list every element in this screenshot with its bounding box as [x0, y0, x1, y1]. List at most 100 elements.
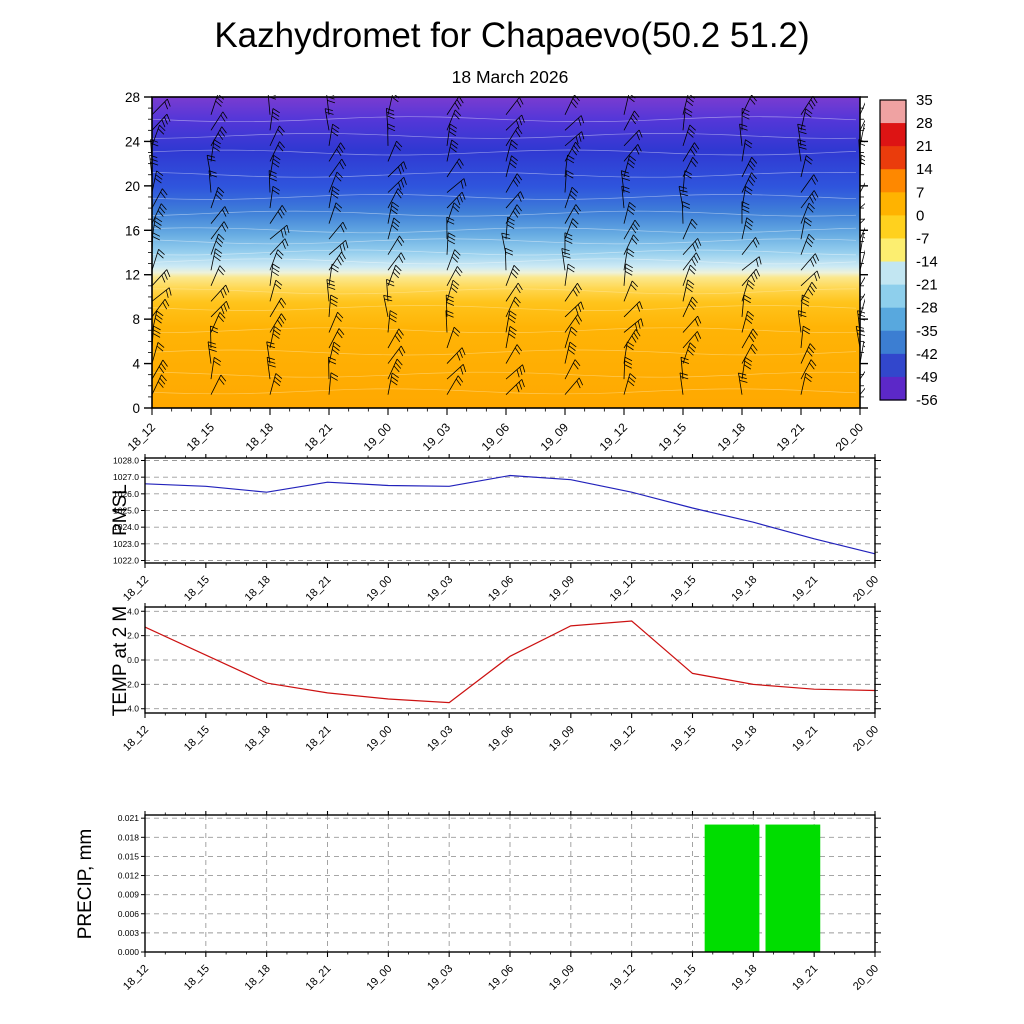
wind-barb-feather	[391, 376, 399, 382]
wind-barb-feather	[165, 289, 169, 298]
contour-line	[151, 371, 857, 378]
temp-axis-title: TEMP at 2 M	[110, 605, 131, 717]
wind-barb-feather	[454, 249, 461, 256]
wind-barb-feather	[625, 263, 633, 269]
wind-barb-staff	[564, 155, 568, 178]
contour-line	[151, 210, 857, 217]
wind-barb-feather	[335, 202, 343, 209]
wind-barb-staff	[446, 375, 459, 395]
wind-barb-feather	[634, 323, 638, 332]
x-tick-label: 19_03	[425, 574, 455, 604]
wind-barb-feather	[330, 298, 338, 303]
wind-barb-feather	[679, 189, 688, 193]
wind-barb-staff	[800, 270, 818, 287]
colorbar-label: -14	[916, 254, 938, 271]
wind-barb-feather	[279, 141, 285, 149]
wind-barb-staff	[741, 157, 753, 178]
wind-barb-feather	[744, 357, 753, 363]
wind-barb-feather	[869, 95, 874, 101]
wind-barb-feather	[745, 221, 753, 227]
wind-barb-feather	[797, 139, 806, 143]
wind-barb-staff	[800, 373, 807, 395]
wind-barb-feather	[453, 252, 460, 260]
wind-barb-feather	[331, 349, 339, 355]
wind-barb-feather	[513, 300, 520, 307]
wind-barb-feather	[680, 193, 689, 197]
x-tick-label: 20_00	[851, 574, 881, 604]
wind-barb-feather	[332, 123, 340, 129]
contour-line	[151, 116, 857, 123]
x-tick-label: 19_06	[486, 574, 516, 604]
wind-barb-feather	[505, 247, 513, 252]
wind-barb-staff	[564, 283, 578, 302]
wind-barb-feather	[455, 269, 461, 277]
wind-barb-staff	[623, 301, 640, 318]
wind-barb-staff	[266, 357, 271, 380]
wind-barb-staff	[741, 139, 746, 162]
wind-barb-feather	[807, 206, 814, 213]
wind-barb-feather	[808, 346, 815, 354]
wind-barb-feather	[395, 191, 402, 199]
wind-barb-feather	[456, 352, 461, 361]
wind-barb-feather	[635, 329, 641, 337]
wind-barb-feather	[167, 98, 171, 107]
wind-barb-feather	[218, 378, 225, 385]
wind-barb-feather	[461, 347, 466, 356]
contour-line	[151, 238, 857, 245]
wind-barb-feather	[327, 282, 335, 287]
wind-barb-feather	[631, 335, 637, 343]
wind-barb-feather	[386, 115, 395, 120]
wind-barb-staff	[446, 280, 454, 302]
wind-barb-feather	[857, 313, 865, 318]
wind-barb-feather	[161, 119, 166, 128]
wind-barb-staff	[269, 297, 282, 318]
wind-barb-feather	[219, 265, 226, 272]
wind-barb-feather	[870, 173, 875, 179]
wind-barb-feather	[162, 188, 168, 196]
wind-barb-feather	[511, 155, 518, 162]
wind-barb-feather	[446, 294, 454, 299]
wind-barb-staff	[151, 374, 162, 395]
wind-barb-staff	[797, 310, 802, 333]
wind-barb-feather	[571, 148, 578, 156]
wind-barb-feather	[339, 245, 343, 254]
wind-barb-staff	[739, 123, 743, 146]
y-tick-label: 0.012	[118, 871, 140, 881]
wind-barb-feather	[461, 191, 466, 200]
wind-barb-feather	[622, 177, 630, 181]
wind-barb-staff	[564, 301, 582, 318]
wind-barb-feather	[155, 217, 163, 223]
wind-barb-feather	[154, 220, 162, 226]
wind-barb-feather	[217, 186, 225, 194]
x-tick-label: 18_18	[243, 724, 273, 754]
y-tick-label: 0.000	[118, 947, 140, 957]
wind-barb-feather	[798, 142, 807, 146]
wind-barb-feather	[274, 283, 282, 290]
wind-barb-staff	[446, 124, 451, 146]
wind-barb-staff	[387, 235, 400, 255]
wind-barb-feather	[576, 380, 581, 389]
x-tick-label: 18_18	[243, 963, 273, 993]
wind-barb-feather	[693, 255, 699, 263]
x-tick-label: 19_09	[547, 963, 577, 993]
wind-barb-staff	[446, 178, 465, 193]
wind-barb-feather	[274, 376, 282, 383]
wind-barb-feather	[876, 193, 878, 201]
wind-barb-feather	[751, 274, 756, 283]
wind-barb-feather	[749, 98, 756, 105]
contour-line	[151, 258, 857, 265]
wind-barb-feather	[746, 217, 754, 223]
wind-barb-staff	[682, 124, 691, 146]
wind-barb-feather	[392, 201, 399, 208]
wind-barb-feather	[505, 251, 513, 256]
wind-barb-staff	[564, 314, 578, 333]
precipitation-bar	[765, 824, 821, 952]
wind-barb-feather	[801, 302, 810, 307]
wind-barb-feather	[739, 123, 748, 127]
wind-barb-feather	[812, 256, 817, 264]
wind-barb-feather	[276, 252, 283, 260]
y-tick-label: 4	[132, 357, 140, 372]
wind-barb-staff	[151, 188, 163, 209]
wind-barb-staff	[859, 203, 865, 209]
wind-barb-feather	[517, 126, 523, 135]
